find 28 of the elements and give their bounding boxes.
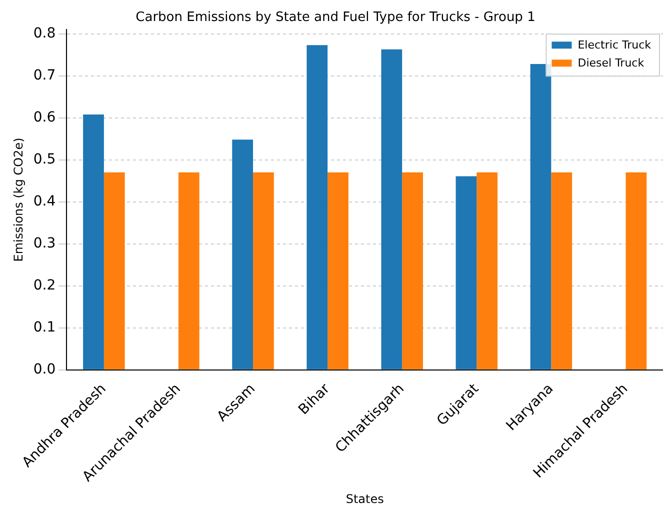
y-tick-label: 0.6 xyxy=(33,109,56,126)
y-axis-title: Emissions (kg CO2e) xyxy=(11,138,26,262)
bar xyxy=(306,45,328,370)
x-axis-title: States xyxy=(346,492,384,506)
bar xyxy=(402,172,423,370)
legend-label: Electric Truck xyxy=(578,38,652,52)
bar xyxy=(626,172,647,370)
y-tick-label: 0.2 xyxy=(33,277,56,294)
y-tick-label: 0.5 xyxy=(33,151,56,168)
bar xyxy=(178,172,200,370)
bar xyxy=(83,114,104,370)
y-tick-label: 0.4 xyxy=(33,193,56,210)
bar xyxy=(253,172,274,370)
y-tick-label: 0.3 xyxy=(33,235,56,252)
bar xyxy=(381,49,402,370)
bar xyxy=(328,172,348,370)
y-tick-label: 0.8 xyxy=(33,25,56,42)
legend-label: Diesel Truck xyxy=(578,56,645,70)
y-tick-label: 0.7 xyxy=(33,67,56,84)
bar xyxy=(456,176,477,370)
bar xyxy=(551,172,572,370)
bar xyxy=(104,172,125,370)
bar xyxy=(530,64,552,370)
y-tick-label: 0.0 xyxy=(33,361,56,378)
bar xyxy=(476,172,498,370)
bar xyxy=(232,140,254,370)
chart-title: Carbon Emissions by State and Fuel Type for Trucks - Group 1 xyxy=(136,10,536,26)
y-tick-label: 0.1 xyxy=(33,319,56,336)
